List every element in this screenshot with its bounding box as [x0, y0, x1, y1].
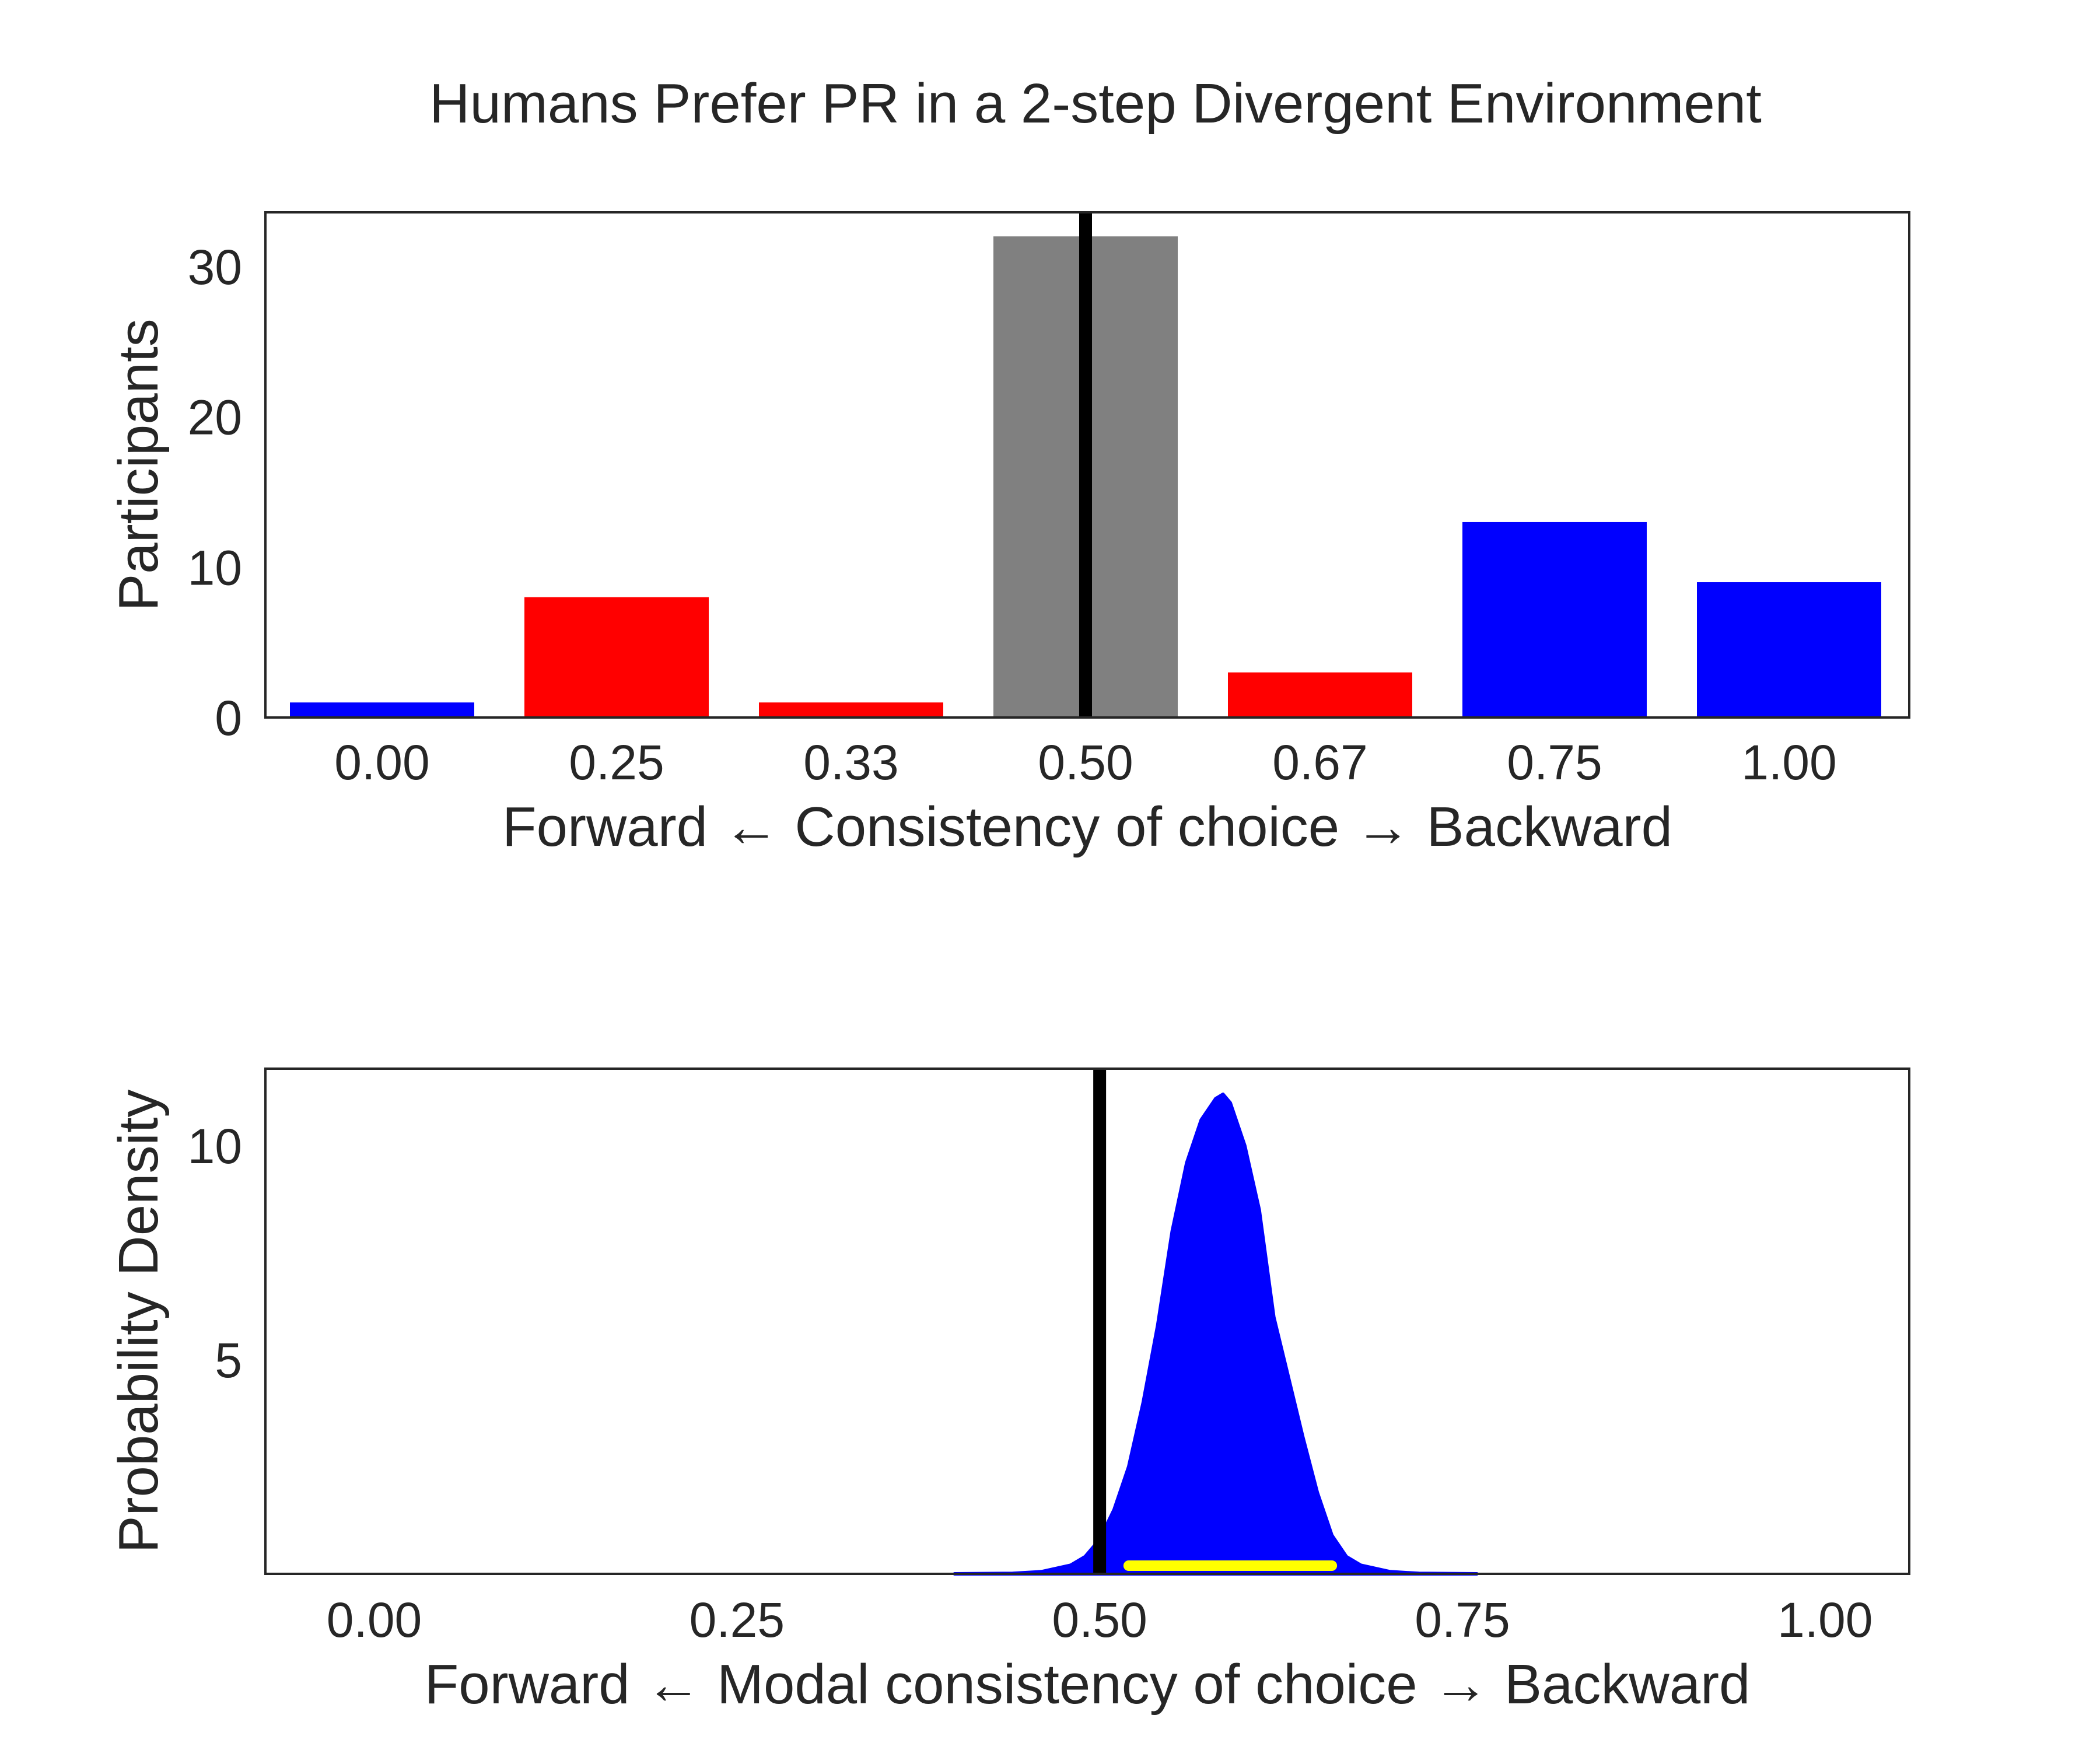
bar-0.00 [290, 702, 474, 718]
y-tick-label-30: 30 [188, 240, 242, 295]
x-tick-label-0.75: 0.75 [1415, 1592, 1510, 1647]
x-tick-label-0.00: 0.00 [334, 735, 430, 790]
y-tick-label-5: 5 [215, 1333, 242, 1388]
density-y-axis-label: Probability Density [107, 1090, 170, 1553]
x-tick-label-0.00: 0.00 [327, 1592, 422, 1647]
x-tick-label-0.75: 0.75 [1507, 735, 1602, 790]
density-x-ticks: 0.00 0.25 0.50 0.75 1.00 [327, 1592, 1873, 1647]
density-y-ticks: 5 10 [188, 1119, 242, 1388]
histogram-panel: 0 10 20 30 0.00 0.25 0.33 0.50 0.67 0.75 1.00 For… [107, 211, 1910, 858]
histogram-y-axis-label: Participants [107, 318, 170, 611]
density-area [953, 1093, 1479, 1576]
figure-title: Humans Prefer PR in a 2-step Divergent E… [429, 72, 1762, 135]
y-tick-label-0: 0 [215, 691, 242, 746]
bar-0.67 [1228, 672, 1412, 718]
y-tick-label-20: 20 [188, 390, 242, 445]
histogram-y-ticks: 0 10 20 30 [188, 240, 242, 746]
x-tick-label-0.33: 0.33 [803, 735, 899, 790]
density-panel: 5 10 0.00 0.25 0.50 0.75 1.00 Forward ← Modal… [107, 1068, 1910, 1716]
x-tick-label-0.25: 0.25 [690, 1592, 785, 1647]
x-tick-label-0.25: 0.25 [569, 735, 664, 790]
x-tick-label-0.67: 0.67 [1272, 735, 1368, 790]
density-frame [264, 1068, 1910, 1575]
bar-0.75 [1462, 522, 1647, 718]
histogram-x-ticks: 0.00 0.25 0.33 0.50 0.67 0.75 1.00 [334, 735, 1837, 790]
x-tick-label-0.50: 0.50 [1038, 735, 1133, 790]
y-tick-label-10: 10 [188, 540, 242, 595]
bar-0.33 [759, 702, 943, 718]
bar-0.25 [524, 597, 709, 718]
y-tick-label-10: 10 [188, 1119, 242, 1174]
histogram-x-axis-label: Forward ← Consistency of choice → Backwa… [502, 796, 1672, 858]
density-x-axis-label: Forward ← Modal consistency of choice → … [425, 1653, 1751, 1716]
x-tick-label-0.50: 0.50 [1052, 1592, 1147, 1647]
x-tick-label-1.00: 1.00 [1741, 735, 1837, 790]
x-tick-label-1.00: 1.00 [1777, 1592, 1873, 1647]
histogram-frame [264, 211, 1910, 719]
bar-1.00 [1697, 582, 1881, 718]
